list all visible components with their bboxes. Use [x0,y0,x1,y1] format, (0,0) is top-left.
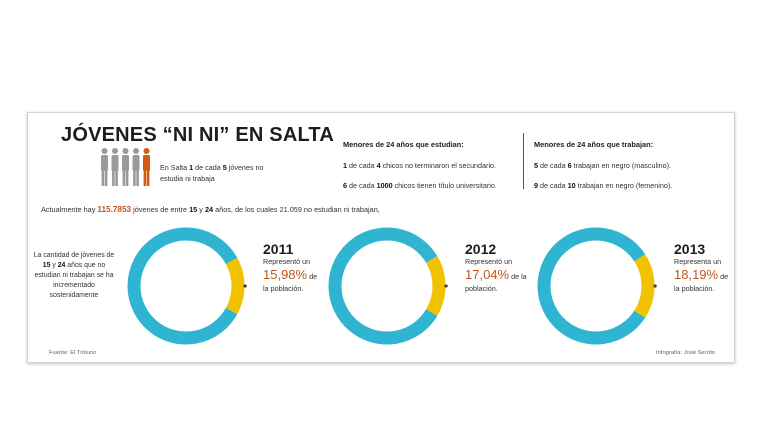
stat-num: 4 [376,161,381,170]
pct-tail: de [309,272,318,281]
footer-source: Fuente: El Tribuno [49,350,97,356]
leader-dot [653,284,657,288]
people-fact-num2: 5 [222,163,227,172]
intro-age2: 24 [204,205,214,214]
stat-mid: de cada [347,181,377,190]
stat-num: 9 [534,181,538,190]
percent-label: 17,04% [465,267,510,282]
donut-rest-segment [537,227,646,345]
stat-num: 1000 [376,181,393,190]
leader-dot [243,284,247,288]
stat-num: 6 [343,181,347,190]
people-figures-icon [99,147,155,187]
infographic-title: JÓVENES “NI NI” EN SALTA [61,124,334,146]
pct-tail-2: la población. [674,284,715,293]
percent-label: 15,98% [263,267,308,282]
stat-num: 6 [567,161,572,170]
stat-text: chicos tienen título universitario. [392,181,497,190]
intro-mid2: y [197,205,205,214]
studying-stat-2: 6 de cada 1000 chicos tienen título univ… [343,181,497,190]
stat-mid: de cada [347,161,377,170]
person-figure [101,148,108,186]
stat-text: chicos no terminaron el secundario. [380,161,497,170]
year-verb: Representó un [263,257,311,266]
year-block-2012: 2012 Representó un 17,04% de la población… [465,241,527,294]
stat-mid: de cada [538,181,568,190]
year-verb: Representó un [465,257,513,266]
donut-highlight-segment [634,254,655,318]
studying-heading: Menores de 24 años que estudian: [343,140,464,149]
people-fact-suffix: jóvenes no estudia ni trabaja [160,163,264,183]
donut-chart-2011 [127,227,247,345]
people-fact: En Salta 1 de cada 5 jóvenes no estudia … [160,162,280,184]
intro-suffix: años, de los cuales 21.059 no estudian n… [213,205,380,214]
column-divider [523,133,524,189]
pct-tail: de la [511,272,527,281]
pct-tail-2: la población. [263,284,304,293]
year-label: 2013 [674,241,706,257]
side-note-age1: 15 [42,262,51,269]
pct-row: 15,98% de [263,267,317,284]
side-note-age2: 24 [57,262,66,269]
stat-num: 1 [343,161,347,170]
year-label: 2011 [263,241,294,257]
intro-age1: 15 [189,205,198,214]
donut-rest-segment [127,227,238,345]
donut-chart-2012 [328,227,448,345]
footer-credit: Infografía: José Serrdo [656,350,715,356]
intro-sentence: Actualmente hay 115.7853 jóvenes de entr… [41,205,380,214]
pct-tail-2: población. [465,284,498,293]
intro-prefix: Actualmente hay [41,205,98,214]
stat-text: trabajan en negro (femenino). [575,181,673,190]
year-block-2013: 2013 Representa un 18,19% de la población… [674,241,728,294]
donut-chart-2013 [537,227,657,345]
stat-num: 5 [534,161,538,170]
year-block-2011: 2011 Representó un 15,98% de la población… [263,241,317,294]
person-figure [122,148,129,186]
intro-total: 115.7853 [97,205,132,214]
year-label: 2012 [465,241,497,257]
side-note: La cantidad de jóvenes de 15 y 24 años q… [30,251,118,301]
person-figure [132,148,140,186]
intro-mid1: jóvenes de entre [131,205,190,214]
side-note-y: y [50,262,58,269]
donut-highlight-segment [225,257,245,315]
year-verb: Representa un [674,257,722,266]
percent-label: 18,19% [674,267,719,282]
stat-text: trabajan en negro (masculino). [571,161,672,170]
side-note-line1: La cantidad de jóvenes de [33,252,115,259]
side-note-rest: años que no estudian ni trabajan se ha i… [34,262,114,299]
donut-highlight-segment [425,256,446,316]
working-stat-2: 9 de cada 10 trabajan en negro (femenino… [534,181,672,190]
working-heading: Menores de 24 años que trabajan: [534,140,654,149]
donut-rest-segment [328,227,438,345]
people-fact-prefix: En Salta [160,163,190,172]
person-figure [111,148,119,186]
pct-row: 18,19% de [674,267,728,284]
infographic-card: JÓVENES “NI NI” EN SALTA En Salta 1 de c… [27,112,735,363]
person-figure-highlight [143,148,150,186]
people-fact-mid: de cada [193,163,223,172]
stat-mid: de cada [538,161,568,170]
pct-row: 17,04% de la [465,267,527,284]
studying-stat-1: 1 de cada 4 chicos no terminaron el secu… [343,161,496,170]
people-fact-num1: 1 [189,163,194,172]
pct-tail: de [720,272,729,281]
leader-dot [444,284,448,288]
stat-num: 10 [567,181,576,190]
working-stat-1: 5 de cada 6 trabajan en negro (masculino… [534,161,671,170]
